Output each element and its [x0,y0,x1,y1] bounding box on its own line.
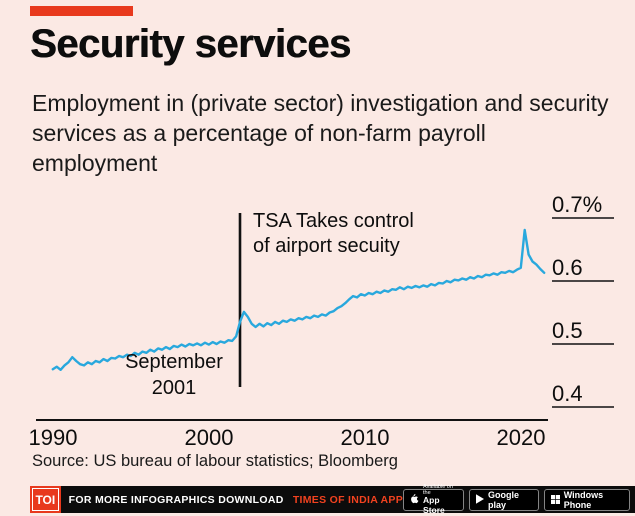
annotation-tsa-line1: TSA Takes control [253,210,414,232]
annotation-september: September 2001 [112,349,236,401]
footer-text-red: TIMES OF INDIA APP [292,493,404,506]
source-note: Source: US bureau of labour statistics; … [32,452,398,470]
apple-icon [410,491,419,509]
annotation-september-line1: September [125,351,223,373]
x-tick-label: 2020 [496,425,546,450]
appstore-badge-line2: App Store [423,495,445,515]
annotation-tsa: TSA Takes control of airport secuity [253,209,414,259]
line-series [51,228,546,371]
top-accent-bar [30,6,133,16]
windowsphone-badge-label: Windows Phone [563,489,604,510]
y-tick-label: 0.4 [552,381,583,406]
footer-bar: TOI FOR MORE INFOGRAPHICS DOWNLOAD TIMES… [30,484,635,514]
x-tick-label: 2010 [340,425,390,450]
annotation-september-line2: 2001 [151,377,197,399]
x-tick-label: 2000 [184,425,234,450]
windowsphone-badge[interactable]: Windows Phone [543,488,630,511]
toi-logo: TOI [30,486,61,513]
y-tick-label: 0.7% [552,192,603,217]
page-title: Security services [30,22,351,66]
footer-text: FOR MORE INFOGRAPHICS DOWNLOAD TIMES OF … [69,494,403,506]
appstore-badge[interactable]: Available on the App Store [403,484,465,514]
googleplay-badge-label: Google play [488,489,520,510]
chart-subtitle: Employment in (private sector) investiga… [32,90,609,176]
play-icon [476,491,485,509]
store-badges: Available on the App Store Google play W… [403,484,635,514]
footer-text-white: FOR MORE INFOGRAPHICS DOWNLOAD [68,493,284,506]
googleplay-badge[interactable]: Google play [469,488,539,511]
annotation-tsa-line2: of airport secuity [253,235,400,257]
y-tick-label: 0.6 [552,255,583,280]
windows-icon [550,491,560,509]
appstore-badge-line1: Available on the [423,484,453,497]
y-tick-label: 0.5 [552,318,583,343]
x-tick-label: 1990 [28,425,78,450]
